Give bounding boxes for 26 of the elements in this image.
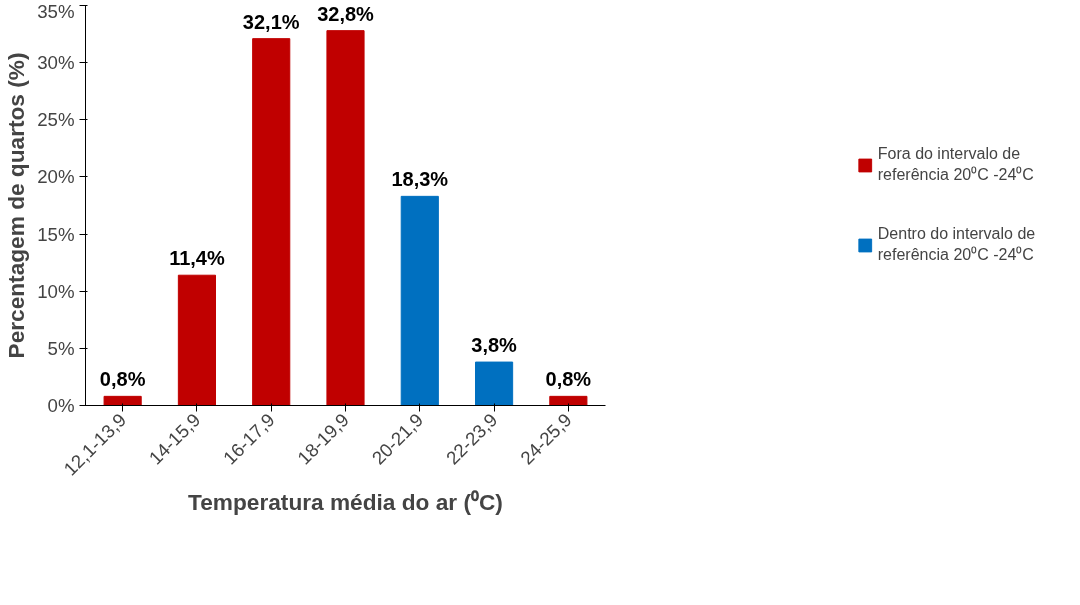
y-axis-title: Percentagem de quartos (%) (3, 52, 30, 359)
y-tick-label: 35% (37, 0, 75, 22)
data-label: 32,8% (317, 2, 375, 25)
bar (400, 195, 439, 406)
y-tick-label: 20% (37, 166, 75, 188)
x-axis-title: Temperatura média do ar (⁰C) (188, 489, 503, 516)
bar (326, 30, 365, 406)
data-label: 18,3% (391, 168, 449, 191)
y-tick-label: 15% (37, 223, 75, 245)
data-label: 0,8% (545, 368, 592, 391)
y-tick-label: 25% (37, 109, 75, 131)
legend-label: Dentro do intervalo de referência 20⁰C -24⁰C (877, 225, 1036, 265)
data-label: 3,8% (471, 334, 518, 357)
bar (549, 395, 588, 406)
bar (177, 274, 216, 406)
data-label: 0,8% (99, 368, 146, 391)
y-tick-label: 5% (47, 337, 75, 359)
bar (252, 38, 291, 406)
bar (103, 395, 142, 406)
y-tick-label: 10% (37, 280, 75, 302)
legend-label: Fora do intervalo de referência 20⁰C -24⁰C (877, 145, 1034, 185)
bar (475, 361, 514, 406)
data-label: 11,4% (169, 247, 225, 270)
data-label: 32,1% (242, 10, 300, 33)
y-tick-label: 30% (37, 52, 75, 74)
y-tick-label: 0% (47, 395, 75, 416)
